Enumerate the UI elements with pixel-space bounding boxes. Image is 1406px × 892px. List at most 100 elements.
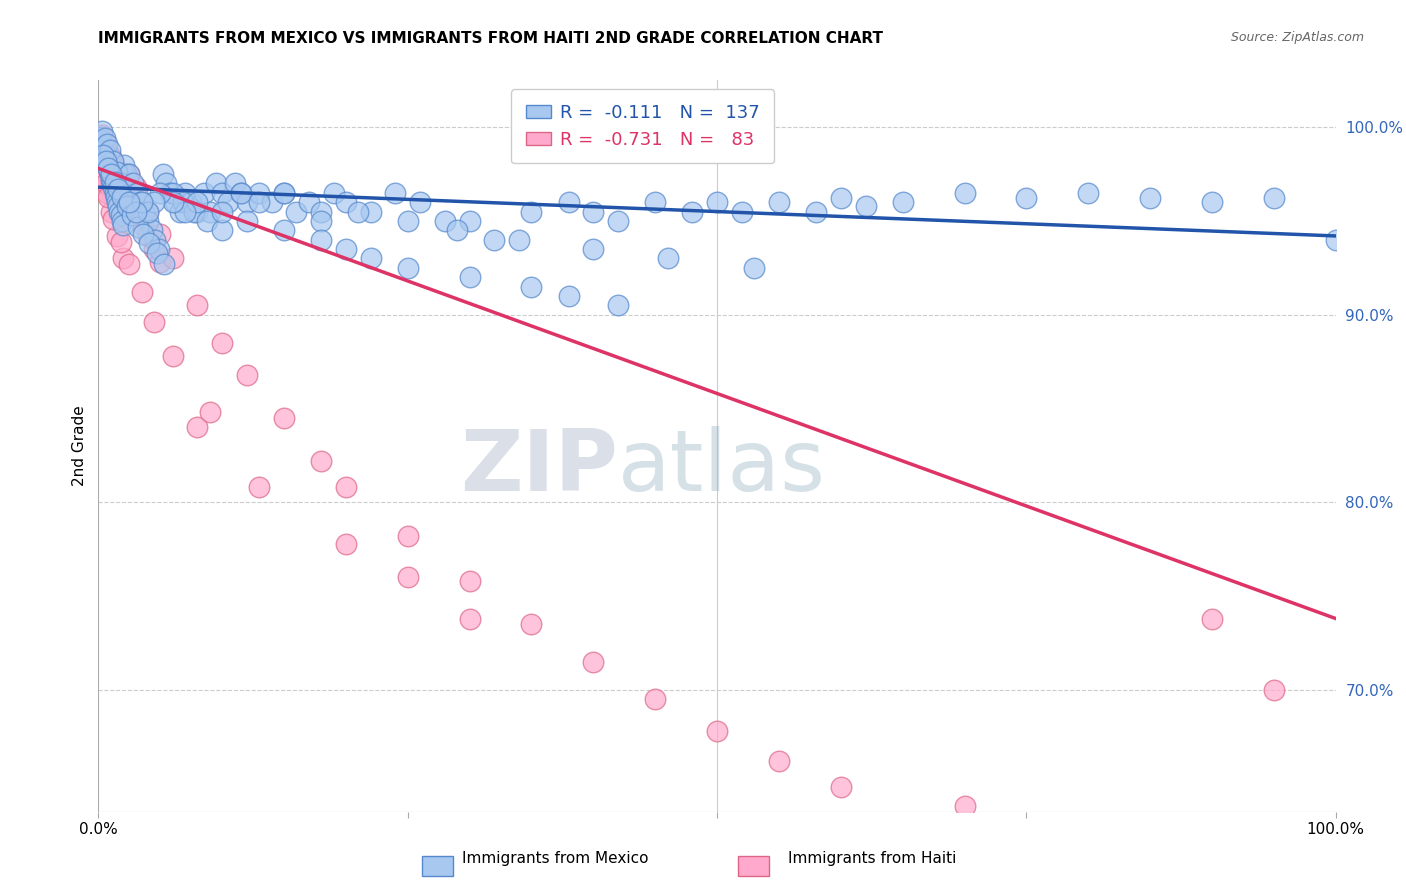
Point <box>162 349 184 363</box>
Point <box>105 195 128 210</box>
Point <box>162 252 184 266</box>
Point <box>104 189 127 203</box>
Point <box>830 191 852 205</box>
Point <box>143 242 166 256</box>
Point <box>93 163 115 178</box>
Point <box>98 167 121 181</box>
Point <box>124 180 146 194</box>
Point <box>124 204 146 219</box>
Point <box>162 186 184 200</box>
Point <box>96 169 118 183</box>
Point <box>107 186 129 200</box>
Point <box>322 186 344 200</box>
Point <box>112 158 135 172</box>
Point <box>91 124 114 138</box>
Point <box>582 204 605 219</box>
Point <box>1324 233 1347 247</box>
Point <box>136 229 159 244</box>
Point <box>136 214 159 228</box>
Point <box>830 780 852 795</box>
Point <box>298 195 321 210</box>
Point <box>165 195 187 210</box>
Point <box>229 186 252 200</box>
Point <box>309 454 332 468</box>
Point <box>143 315 166 329</box>
Point <box>112 210 135 224</box>
Point <box>97 189 120 203</box>
Point <box>143 233 166 247</box>
Point <box>396 260 419 275</box>
Point <box>93 143 115 157</box>
Point <box>91 146 114 161</box>
Point <box>114 177 136 191</box>
Point <box>103 212 125 227</box>
Point <box>115 199 138 213</box>
Point <box>183 204 205 219</box>
Point <box>433 214 456 228</box>
Point <box>155 177 177 191</box>
Point <box>193 186 215 200</box>
Point <box>644 195 666 210</box>
Point <box>347 204 370 219</box>
Point <box>103 167 125 181</box>
Point <box>103 180 125 194</box>
Point <box>309 214 332 228</box>
Point <box>105 180 128 194</box>
Point <box>396 570 419 584</box>
Point <box>118 195 141 210</box>
Point <box>607 298 630 312</box>
Point <box>91 128 114 142</box>
Point <box>98 143 121 157</box>
Point <box>94 153 117 168</box>
Point <box>90 141 112 155</box>
Point <box>107 182 129 196</box>
Point <box>108 204 131 219</box>
Point <box>112 218 135 232</box>
Point <box>138 236 160 251</box>
Point <box>96 143 118 157</box>
Point <box>89 135 111 149</box>
Point <box>229 186 252 200</box>
Point <box>96 186 118 200</box>
Point <box>211 204 233 219</box>
Point <box>125 186 148 200</box>
Point <box>205 177 228 191</box>
Point <box>768 754 790 768</box>
Point <box>152 167 174 181</box>
Point <box>103 186 125 200</box>
Point <box>768 195 790 210</box>
Point <box>247 186 270 200</box>
Y-axis label: 2nd Grade: 2nd Grade <box>72 406 87 486</box>
Point <box>100 167 122 181</box>
Text: IMMIGRANTS FROM MEXICO VS IMMIGRANTS FROM HAITI 2ND GRADE CORRELATION CHART: IMMIGRANTS FROM MEXICO VS IMMIGRANTS FRO… <box>98 31 883 46</box>
Point <box>105 165 128 179</box>
Point <box>94 177 117 191</box>
Text: Immigrants from Mexico: Immigrants from Mexico <box>463 852 648 866</box>
Point <box>100 186 122 200</box>
Point <box>508 233 530 247</box>
Point <box>93 148 115 162</box>
Point <box>186 195 208 210</box>
Point <box>98 180 121 194</box>
Point <box>396 529 419 543</box>
Point <box>557 289 579 303</box>
Point <box>582 242 605 256</box>
Point <box>458 611 481 625</box>
Point <box>131 285 153 300</box>
Point <box>93 148 115 162</box>
Point <box>681 204 703 219</box>
Point <box>110 235 132 249</box>
Point <box>520 279 543 293</box>
Point <box>1263 191 1285 205</box>
Point <box>360 252 382 266</box>
Point <box>104 172 127 186</box>
Point <box>446 223 468 237</box>
Point <box>121 208 143 222</box>
Point <box>742 260 765 275</box>
Point <box>186 298 208 312</box>
Point <box>118 195 141 210</box>
Point <box>93 172 115 186</box>
Point <box>273 186 295 200</box>
Point <box>93 131 115 145</box>
Point <box>198 405 221 419</box>
